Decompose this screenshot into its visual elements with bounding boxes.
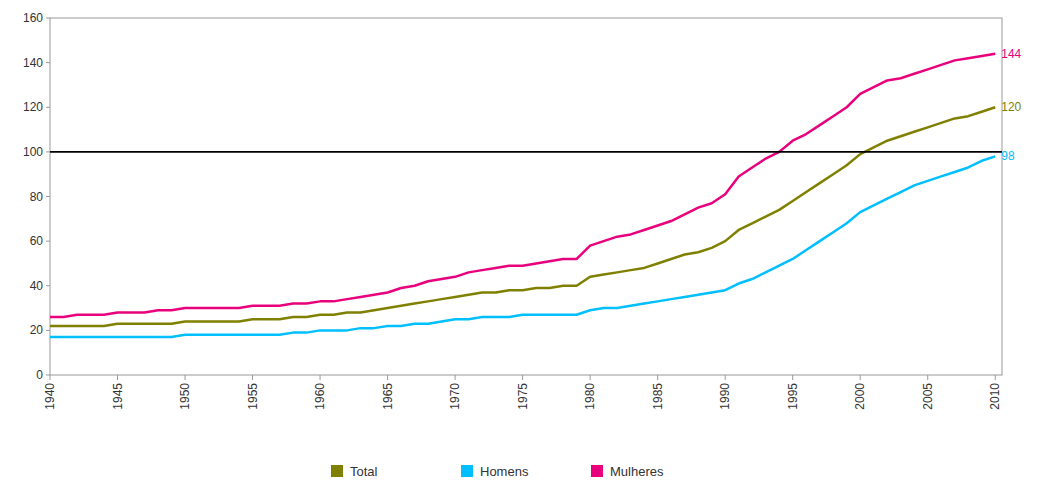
x-tick [995,375,996,380]
y-tick-label: 100 [23,145,43,159]
x-tick [590,375,591,380]
y-tick-label: 120 [23,100,43,114]
plot-area [50,54,1002,337]
x-tick-label: 1990 [718,383,732,410]
y-tick [46,241,50,242]
x-tick-label: 2010 [988,383,1002,410]
x-tick [50,375,51,380]
series-line [50,54,995,317]
x-tick [387,375,388,380]
x-tick-label: 1970 [448,383,462,410]
x-tick-label: 1975 [516,383,530,410]
x-tick-label: 1945 [111,383,125,410]
end-label: 98 [1001,149,1015,163]
x-tick [455,375,456,380]
y-tick-label: 160 [23,11,43,25]
y-tick [46,62,50,63]
end-label: 120 [1001,100,1021,114]
x-tick-label: 1980 [583,383,597,410]
end-label: 144 [1001,47,1021,61]
legend-swatch [591,465,603,477]
y-tick-label: 140 [23,56,43,70]
x-tick-label: 1940 [43,383,57,410]
plot-frame [50,18,1002,375]
y-tick [46,107,50,108]
legend: Total Homens Mulheres [331,464,664,479]
x-tick-label: 1950 [178,383,192,410]
y-tick [46,285,50,286]
y-tick [46,330,50,331]
x-tick [927,375,928,380]
legend-swatch [461,465,473,477]
legend-label: Total [350,464,378,479]
x-tick [792,375,793,380]
x-tick [320,375,321,380]
x-tick [725,375,726,380]
y-tick-label: 60 [30,234,44,248]
y-tick [46,375,50,376]
x-tick-label: 1995 [786,383,800,410]
y-tick [46,151,50,152]
x-tick [185,375,186,380]
x-tick [860,375,861,380]
axes: 0 20 40 60 80 100 120 140 160 1940 1945 1950 1955 196… [23,11,1002,410]
y-tick-label: 20 [30,323,44,337]
y-tick [46,196,50,197]
y-tick-label: 80 [30,190,44,204]
x-tick [117,375,118,380]
legend-label: Homens [480,464,529,479]
x-tick [657,375,658,380]
x-tick-label: 1960 [313,383,327,410]
x-tick-label: 2000 [853,383,867,410]
legend-label: Mulheres [610,464,664,479]
chart: 0 20 40 60 80 100 120 140 160 1940 1945 1950 1955 196… [0,0,1062,493]
x-tick [252,375,253,380]
x-tick-label: 1965 [381,383,395,410]
x-tick-label: 2005 [921,383,935,410]
y-tick-label: 40 [30,279,44,293]
x-tick [522,375,523,380]
y-tick [46,18,50,19]
reference-line [50,151,1002,153]
x-tick-label: 1955 [246,383,260,410]
x-tick-label: 1985 [651,383,665,410]
legend-swatch [331,465,343,477]
series-line [50,156,995,337]
y-tick-label: 0 [36,368,43,382]
